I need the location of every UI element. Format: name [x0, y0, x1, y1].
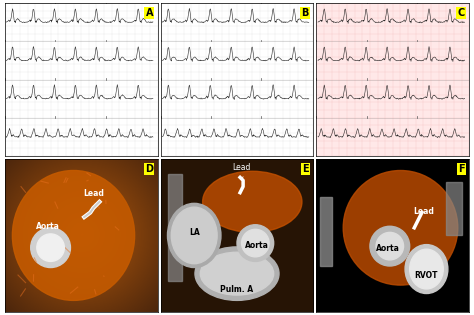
- Circle shape: [37, 234, 64, 261]
- Text: F: F: [458, 163, 465, 174]
- Ellipse shape: [405, 245, 448, 294]
- Text: A: A: [146, 8, 153, 18]
- Ellipse shape: [202, 171, 302, 232]
- Text: RVOT: RVOT: [415, 271, 438, 280]
- Circle shape: [237, 225, 273, 261]
- Text: Lead: Lead: [413, 207, 434, 216]
- Ellipse shape: [195, 247, 279, 301]
- Ellipse shape: [12, 170, 135, 301]
- Ellipse shape: [167, 203, 221, 267]
- Circle shape: [370, 226, 410, 266]
- Text: Lead: Lead: [232, 163, 251, 180]
- Text: Aorta: Aorta: [36, 222, 59, 231]
- Text: Lead: Lead: [83, 189, 104, 198]
- Circle shape: [376, 232, 403, 260]
- Text: E: E: [302, 163, 309, 174]
- Ellipse shape: [410, 249, 443, 289]
- Polygon shape: [447, 182, 462, 235]
- Text: Aorta: Aorta: [245, 241, 269, 250]
- Ellipse shape: [201, 252, 273, 295]
- Text: B: B: [301, 8, 309, 18]
- Polygon shape: [319, 197, 332, 266]
- Text: Aorta: Aorta: [376, 244, 400, 253]
- Text: C: C: [457, 8, 465, 18]
- Ellipse shape: [343, 170, 458, 285]
- Text: LA: LA: [189, 228, 200, 238]
- Text: Pulm. A: Pulm. A: [220, 285, 254, 294]
- Ellipse shape: [171, 207, 217, 264]
- Polygon shape: [168, 174, 182, 281]
- Circle shape: [242, 229, 269, 257]
- Circle shape: [31, 228, 71, 267]
- Text: D: D: [145, 163, 153, 174]
